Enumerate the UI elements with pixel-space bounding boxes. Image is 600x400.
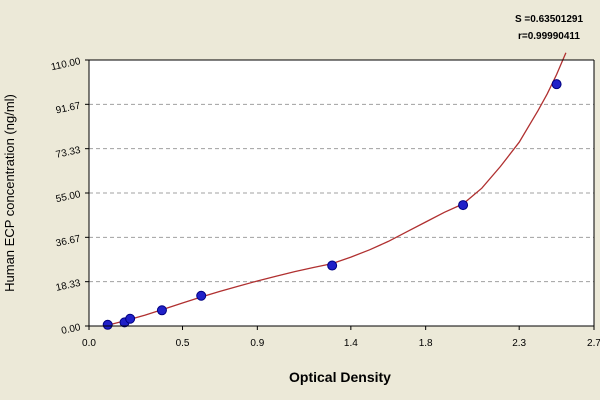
data-point (551, 79, 562, 90)
x-tick-label: 2.3 (512, 338, 526, 349)
data-point (156, 305, 167, 316)
fit-r-annotation: r=0.99990411 (518, 31, 580, 42)
x-tick-label: 0.9 (250, 338, 264, 349)
data-point (125, 313, 136, 324)
y-tick-label: 55.00 (55, 189, 82, 205)
fit-curve-layer (101, 52, 567, 326)
x-tick-labels: 0.0 0.5 0.9 1.4 1.8 2.3 2.7 (82, 338, 600, 349)
y-axis-label: Human ECP concentration (ng/ml) (2, 94, 17, 292)
y-tick-label: 0.00 (60, 322, 82, 337)
data-point (102, 319, 113, 330)
y-tick-label: 18.33 (55, 278, 82, 294)
data-point (196, 290, 207, 301)
x-tick-label: 1.8 (419, 338, 433, 349)
x-tick-label: 0.0 (82, 338, 96, 349)
x-axis-label: Optical Density (289, 369, 391, 385)
x-tick-label: 2.7 (587, 338, 600, 349)
data-points (102, 79, 562, 330)
axes (85, 59, 595, 330)
y-tick-label: 91.67 (55, 100, 82, 116)
fit-s-annotation: S =0.63501291 (515, 14, 584, 25)
y-tick-label: 36.67 (55, 233, 82, 249)
data-point (458, 200, 469, 211)
x-tick-label: 0.5 (176, 338, 190, 349)
data-point (327, 260, 338, 271)
fit-curve (101, 52, 567, 326)
y-tick-label: 73.33 (55, 145, 82, 161)
x-tick-label: 1.4 (344, 338, 358, 349)
